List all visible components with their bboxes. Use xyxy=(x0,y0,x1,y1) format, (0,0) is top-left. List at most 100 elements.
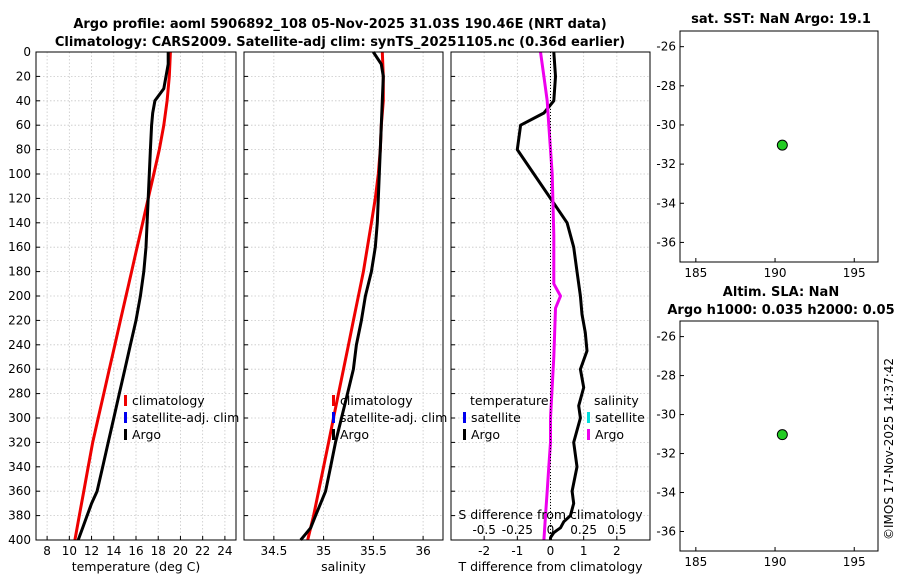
series-line-s-argo xyxy=(539,51,562,541)
y-tick-label: -28 xyxy=(656,369,676,383)
y-tick-label: -30 xyxy=(656,118,676,132)
legend-swatch xyxy=(332,429,335,440)
x-axis-label: salinity xyxy=(321,559,366,574)
x-tick-label: -1 xyxy=(511,544,523,558)
y-tick-label: 40 xyxy=(16,94,31,108)
top-tick-label: 0.5 xyxy=(607,523,626,537)
legend-title-salinity: salinity xyxy=(594,393,639,408)
legend-swatch xyxy=(463,412,466,423)
y-tick-label: -32 xyxy=(656,447,676,461)
x-tick-label: 185 xyxy=(684,266,707,280)
y-tick-label: -30 xyxy=(656,408,676,422)
top-axis-label: S difference from climatology xyxy=(458,507,643,522)
figure-title-line1: Argo profile: aoml 5906892_108 05-Nov-20… xyxy=(73,17,606,32)
legend-label: climatology xyxy=(132,393,205,408)
y-tick-label: 380 xyxy=(8,509,31,523)
y-tick-label: 60 xyxy=(16,118,31,132)
y-tick-label: 340 xyxy=(8,460,31,474)
legend-label: satellite xyxy=(595,410,645,425)
x-tick-label: 195 xyxy=(843,266,866,280)
series-line-climatology xyxy=(73,51,172,541)
x-tick-label: 34.5 xyxy=(260,544,287,558)
x-tick-label: 14 xyxy=(106,544,121,558)
top-tick-label: -0.25 xyxy=(502,523,533,537)
y-tick-label: 300 xyxy=(8,411,31,425)
x-tick-label: 35.5 xyxy=(360,544,387,558)
y-tick-label: 360 xyxy=(8,484,31,498)
map-title: Altim. SLA: NaN xyxy=(723,285,839,300)
x-tick-label: 8 xyxy=(43,544,51,558)
top-tick-label: 0.25 xyxy=(570,523,597,537)
x-tick-label: 24 xyxy=(217,544,232,558)
x-tick-label: 2 xyxy=(613,544,621,558)
timestamp-stamp: ©IMOS 17-Nov-2025 14:37:42 xyxy=(882,358,896,540)
legend-swatch xyxy=(332,395,335,406)
x-axis-label: T difference from climatology xyxy=(457,559,643,574)
legend-swatch xyxy=(124,412,127,423)
legend-label: satellite-adj. clim xyxy=(340,410,447,425)
sst-map-panel: -26 -28 -30 -32 -34 -36 185 190 195 sat. SST: NaN… xyxy=(656,12,879,280)
x-tick-label: 22 xyxy=(195,544,210,558)
y-tick-label: 240 xyxy=(8,338,31,352)
top-tick-label: 0 xyxy=(547,523,555,537)
y-tick-label: 220 xyxy=(8,313,31,327)
y-tick-label: -26 xyxy=(656,40,676,54)
y-tick-label: 180 xyxy=(8,265,31,279)
x-tick-label: 16 xyxy=(128,544,143,558)
map-title: sat. SST: NaN Argo: 19.1 xyxy=(691,12,871,27)
x-tick-label: 195 xyxy=(843,555,866,569)
top-tick-label: -0.5 xyxy=(472,523,495,537)
difference-panel: -2 -1 0 1 2T difference from climatology S di… xyxy=(450,51,651,574)
y-tick-label: -28 xyxy=(656,79,676,93)
sst-map-axes-frame xyxy=(679,30,879,263)
x-tick-label: 20 xyxy=(173,544,188,558)
y-tick-label: 160 xyxy=(8,240,31,254)
y-tick-label: -34 xyxy=(656,486,676,500)
y-tick-label: 100 xyxy=(8,167,31,181)
legend-swatch xyxy=(463,429,466,440)
x-tick-label: 12 xyxy=(84,544,99,558)
figure-title-line2: Climatology: CARS2009. Satellite-adj cli… xyxy=(55,35,625,50)
x-tick-label: 18 xyxy=(151,544,166,558)
x-tick-label: 185 xyxy=(684,555,707,569)
x-tick-label: 0 xyxy=(547,544,555,558)
y-tick-label: 140 xyxy=(8,216,31,230)
y-tick-label: 320 xyxy=(8,435,31,449)
legend-swatch xyxy=(587,412,590,423)
legend-label: Argo xyxy=(132,427,161,442)
temperature-panel: 8 10 12 14 16 18 20 22 24 temperature (deg C) 0 20 4… xyxy=(8,45,239,574)
sla-map-axes-frame xyxy=(679,320,879,552)
map-subtitle: Argo h1000: 0.035 h2000: 0.05 xyxy=(667,303,894,318)
x-tick-label: -2 xyxy=(478,544,490,558)
series-line-argo xyxy=(299,51,385,541)
x-tick-label: 190 xyxy=(764,555,787,569)
legend-swatch xyxy=(124,395,127,406)
y-tick-label: 120 xyxy=(8,191,31,205)
profile-location-marker xyxy=(776,429,788,441)
y-tick-label: -34 xyxy=(656,196,676,210)
y-tick-label: 80 xyxy=(16,143,31,157)
y-tick-label: 200 xyxy=(8,289,31,303)
legend-title-temperature: temperature xyxy=(470,393,549,408)
legend-label: climatology xyxy=(340,393,413,408)
legend-label: satellite xyxy=(471,410,521,425)
x-tick-label: 10 xyxy=(62,544,77,558)
legend-swatch xyxy=(124,429,127,440)
x-tick-label: 190 xyxy=(764,266,787,280)
sla-map-panel: -26 -28 -30 -32 -34 -36 185 190 195 Altim. SLA: N… xyxy=(656,285,894,569)
y-tick-label: 280 xyxy=(8,387,31,401)
y-tick-label: 20 xyxy=(16,69,31,83)
x-tick-label: 1 xyxy=(580,544,588,558)
y-tick-label: -26 xyxy=(656,330,676,344)
y-tick-label: 0 xyxy=(23,45,31,59)
temperature-axes-frame xyxy=(35,51,237,541)
x-axis-label: temperature (deg C) xyxy=(72,559,201,574)
x-tick-label: 36 xyxy=(415,544,430,558)
y-tick-label: 260 xyxy=(8,362,31,376)
series-line-t-argo xyxy=(515,51,589,540)
legend-swatch xyxy=(332,412,335,423)
y-tick-label: 400 xyxy=(8,533,31,547)
salinity-panel: 34.5 35 35.5 36 salinity climatology satellite… xyxy=(243,51,447,574)
legend-label: Argo xyxy=(471,427,500,442)
